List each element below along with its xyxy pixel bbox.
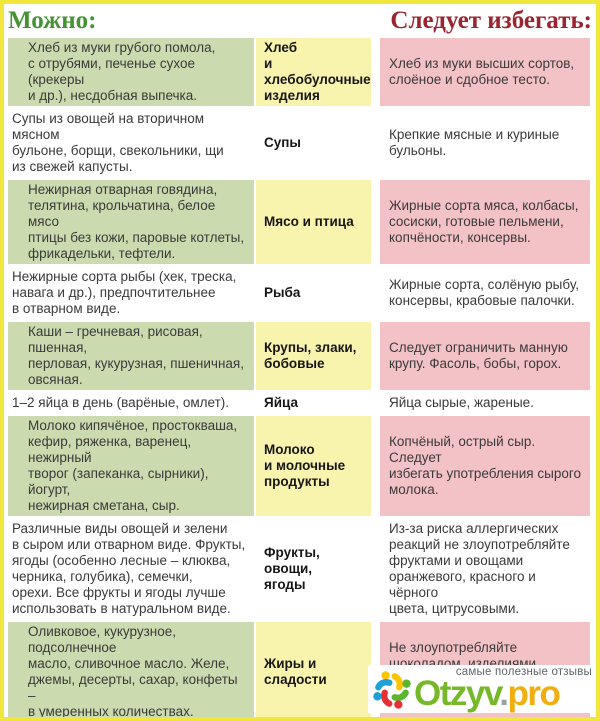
avoid-cell: Яйца сырые, жареные. bbox=[389, 395, 534, 410]
watermark-tagline: самые полезные отзывы bbox=[455, 666, 592, 678]
watermark-brand-link[interactable]: Otzyv.pro bbox=[414, 674, 561, 713]
allowed-cell: Молоко кипячёное, простокваша, кефир, ря… bbox=[8, 416, 254, 516]
table-row: Хлеб из муки грубого помола, с отрубями,… bbox=[8, 38, 592, 106]
allowed-cell: Супы из овощей на вторичном мясном бульо… bbox=[12, 111, 224, 174]
allowed-cell: Оливковое, кукурузное, подсолнечное масл… bbox=[8, 622, 254, 717]
allowed-cell: Нежирные сорта рыбы (хек, треска, навага… bbox=[12, 269, 237, 316]
diet-table: Хлеб из муки грубого помола, с отрубями,… bbox=[8, 38, 592, 717]
avoid-cell: Хлеб из муки высших сортов, слоёное и сд… bbox=[380, 38, 590, 106]
avoid-cell: Следует ограничить манную крупу. Фасоль,… bbox=[380, 322, 590, 390]
allowed-cell: Хлеб из муки грубого помола, с отрубями,… bbox=[8, 38, 254, 106]
brand-dot-text: . bbox=[499, 674, 509, 713]
allowed-cell: Различные виды овощей и зелени в сыром и… bbox=[12, 521, 246, 616]
category-cell: Мясо и птица bbox=[256, 180, 371, 264]
avoid-cell: Из-за риска аллергических реакций не зло… bbox=[389, 521, 570, 616]
allowed-column-header: Можно: bbox=[8, 7, 97, 34]
avoid-cell: Жирные сорта, солёную рыбу, консервы, кр… bbox=[389, 277, 579, 308]
avoid-cell: Жирные сорта мяса, колбасы, сосиски, гот… bbox=[380, 180, 590, 264]
table-row: Нежирные сорта рыбы (хек, треска, навага… bbox=[8, 267, 592, 319]
table-row: Молоко кипячёное, простокваша, кефир, ря… bbox=[8, 416, 592, 516]
category-cell: Молоко и молочные продукты bbox=[256, 416, 371, 516]
category-cell: Крупы, злаки, бобовые bbox=[256, 322, 371, 390]
category-cell: Рыба bbox=[264, 285, 301, 300]
avoid-column-header: Следует избегать: bbox=[390, 7, 592, 34]
allowed-cell: Каши – гречневая, рисовая, пшенная, перл… bbox=[8, 322, 254, 390]
watermark[interactable]: самые полезные отзывы Otzyv.pro bbox=[368, 665, 596, 713]
table-row: 1–2 яйца в день (варёные, омлет). Яйца Я… bbox=[8, 393, 592, 413]
table-header: Можно: Следует избегать: bbox=[8, 7, 592, 35]
category-cell: Хлеб и хлебобулочные изделия bbox=[256, 38, 371, 106]
allowed-cell: 1–2 яйца в день (варёные, омлет). bbox=[12, 395, 230, 410]
avoid-cell: Крепкие мясные и куриные бульоны. bbox=[389, 127, 560, 158]
table-row: Супы из овощей на вторичном мясном бульо… bbox=[8, 109, 592, 177]
table-row: Каши – гречневая, рисовая, пшенная, перл… bbox=[8, 322, 592, 390]
avoid-cell: Копчёный, острый сыр. Следует избегать у… bbox=[380, 416, 590, 516]
category-cell: Жиры и сладости bbox=[256, 622, 371, 717]
table-row: Нежирная отварная говядина, телятина, кр… bbox=[8, 180, 592, 264]
otzyv-logo-icon bbox=[373, 671, 411, 709]
brand-tld-text: pro bbox=[507, 674, 560, 713]
table-row: Различные виды овощей и зелени в сыром и… bbox=[8, 519, 592, 619]
allowed-cell: Нежирная отварная говядина, телятина, кр… bbox=[8, 180, 254, 264]
category-cell: Фрукты, овощи, ягоды bbox=[264, 545, 320, 592]
category-cell: Супы bbox=[264, 135, 301, 150]
brand-name-text: Otzyv bbox=[414, 674, 501, 713]
category-cell: Яйца bbox=[264, 395, 298, 410]
